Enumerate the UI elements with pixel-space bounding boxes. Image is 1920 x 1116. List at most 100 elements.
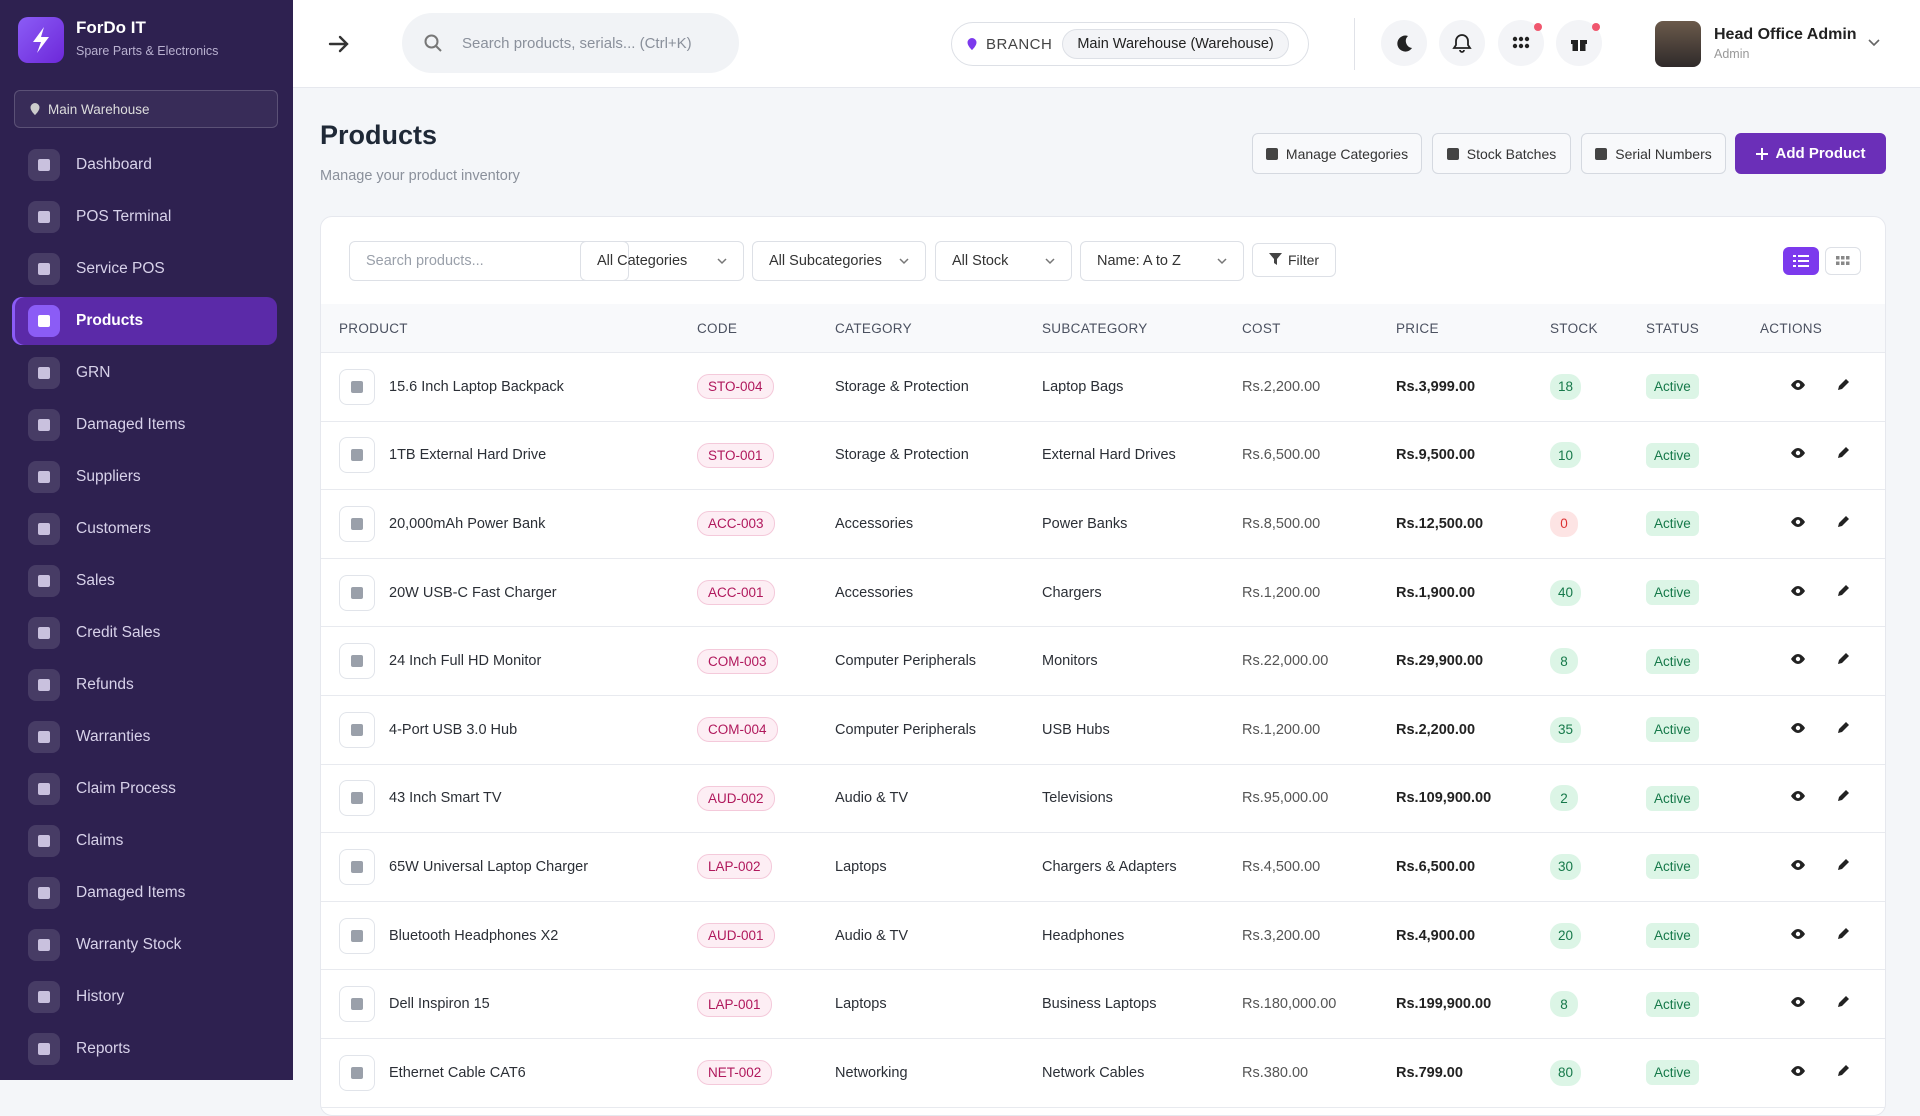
nav-item[interactable]: Customers: [12, 505, 277, 553]
nav-glyph: [38, 991, 50, 1003]
view-button[interactable]: [1790, 859, 1806, 875]
filter-button[interactable]: Filter: [1252, 243, 1336, 277]
cost: Rs.6,500.00: [1242, 447, 1321, 464]
global-search[interactable]: Search products, serials... (Ctrl+K): [402, 13, 739, 73]
select[interactable]: All Stock: [935, 241, 1072, 281]
nav-item[interactable]: Sales: [12, 557, 277, 605]
grid-icon: [1836, 256, 1850, 265]
status-cell: Active: [1646, 902, 1699, 970]
edit-button[interactable]: [1836, 995, 1850, 1013]
view-button[interactable]: [1790, 722, 1806, 738]
stock-cell: 80: [1550, 1039, 1582, 1107]
nav-icon: [28, 357, 60, 389]
product-glyph: [351, 998, 363, 1011]
nav-item[interactable]: Damaged Items: [12, 869, 277, 917]
branch-pill[interactable]: BRANCH Main Warehouse (Warehouse): [951, 22, 1309, 66]
product-glyph: [351, 1066, 363, 1079]
status-badge: Active: [1646, 854, 1699, 880]
status-badge: Active: [1646, 717, 1699, 743]
view-button[interactable]: [1790, 790, 1806, 806]
edit-button[interactable]: [1836, 927, 1850, 945]
nav-item[interactable]: Credit Sales: [12, 609, 277, 657]
nav-glyph: [38, 1043, 50, 1055]
price: Rs.6,500.00: [1396, 858, 1476, 875]
nav-item[interactable]: POS Terminal: [12, 193, 277, 241]
product-code: AUD-002: [697, 785, 775, 811]
search-placeholder: Search products, serials... (Ctrl+K): [462, 34, 692, 52]
status-badge: Active: [1646, 442, 1699, 468]
view-button[interactable]: [1790, 379, 1806, 395]
pin-icon: [967, 38, 977, 50]
edit-button[interactable]: [1836, 789, 1850, 807]
list-view-toggle[interactable]: [1783, 247, 1819, 275]
edit-button[interactable]: [1836, 652, 1850, 670]
collapse-arrow[interactable]: [327, 32, 351, 56]
stock-cell: 2: [1550, 765, 1578, 833]
view-button[interactable]: [1790, 447, 1806, 463]
code-cell: LAP-001: [697, 970, 772, 1038]
view-button[interactable]: [1790, 996, 1806, 1012]
edit-button[interactable]: [1836, 446, 1850, 464]
view-button[interactable]: [1790, 653, 1806, 669]
product-name: 43 Inch Smart TV: [389, 790, 502, 807]
nav-item[interactable]: Products: [12, 297, 277, 345]
product-name: 20W USB-C Fast Charger: [389, 584, 557, 601]
branch-selector[interactable]: Main Warehouse: [14, 90, 278, 128]
theme-toggle[interactable]: [1381, 20, 1427, 66]
nav-item[interactable]: Suppliers: [12, 453, 277, 501]
product-name: 1TB External Hard Drive: [389, 447, 547, 464]
nav-item[interactable]: Service POS: [12, 245, 277, 293]
avatar[interactable]: [1655, 21, 1701, 67]
product-name: 15.6 Inch Laptop Backpack: [389, 378, 564, 395]
nav-item[interactable]: Warranties: [12, 713, 277, 761]
view-button[interactable]: [1790, 928, 1806, 944]
view-button[interactable]: [1790, 516, 1806, 532]
product-code: ACC-003: [697, 511, 775, 537]
nav-item[interactable]: GRN: [12, 349, 277, 397]
edit-button[interactable]: [1836, 858, 1850, 876]
nav-glyph: [38, 159, 50, 171]
edit-button[interactable]: [1836, 515, 1850, 533]
table-row: 20W USB-C Fast Charger ACC-001 Accessories…: [321, 559, 1885, 628]
subcategory: External Hard Drives: [1042, 447, 1176, 464]
select[interactable]: All Subcategories: [752, 241, 926, 281]
edit-button[interactable]: [1836, 721, 1850, 739]
nav-item[interactable]: Dashboard: [12, 141, 277, 189]
stock-badge: 80: [1550, 1059, 1582, 1086]
select-label: All Stock: [952, 253, 1009, 269]
edit-button[interactable]: [1836, 1064, 1850, 1082]
action-button[interactable]: Manage Categories: [1252, 133, 1422, 174]
table-row: 1TB External Hard Drive STO-001 Storage & …: [321, 422, 1885, 491]
search-input[interactable]: Search products...: [349, 241, 629, 281]
grid-view-toggle[interactable]: [1825, 247, 1861, 275]
code-cell: AUD-002: [697, 765, 775, 833]
select-label: All Categories: [597, 253, 688, 269]
nav-item[interactable]: Damaged Items: [12, 401, 277, 449]
nav-item[interactable]: Warranty Stock: [12, 921, 277, 969]
column-header: ACTIONS: [1760, 320, 1823, 336]
action-button[interactable]: Stock Batches: [1432, 133, 1571, 174]
nav-item[interactable]: Refunds: [12, 661, 277, 709]
select[interactable]: All Categories: [580, 241, 744, 281]
product-icon: [339, 505, 375, 542]
product-icon: [339, 1054, 375, 1091]
nav-item[interactable]: Claim Process: [12, 765, 277, 813]
select[interactable]: Name: A to Z: [1080, 241, 1244, 281]
product-icon: [339, 780, 375, 817]
chevron[interactable]: [1868, 38, 1880, 48]
nav-item[interactable]: Reports: [12, 1025, 277, 1073]
moon-icon: [1397, 35, 1412, 52]
action-button[interactable]: Add Product: [1735, 133, 1886, 174]
action-button[interactable]: Serial Numbers: [1581, 133, 1726, 174]
nav-item[interactable]: History: [12, 973, 277, 1021]
stock-cell: 8: [1550, 970, 1578, 1038]
nav-glyph: [38, 783, 50, 795]
view-button[interactable]: [1790, 1065, 1806, 1081]
stock-badge: 20: [1550, 922, 1582, 949]
view-button[interactable]: [1790, 585, 1806, 601]
notifications[interactable]: [1439, 20, 1485, 66]
edit-button[interactable]: [1836, 584, 1850, 602]
edit-button[interactable]: [1836, 378, 1850, 396]
nav-item[interactable]: Claims: [12, 817, 277, 865]
actions-cell: [1790, 627, 1850, 695]
